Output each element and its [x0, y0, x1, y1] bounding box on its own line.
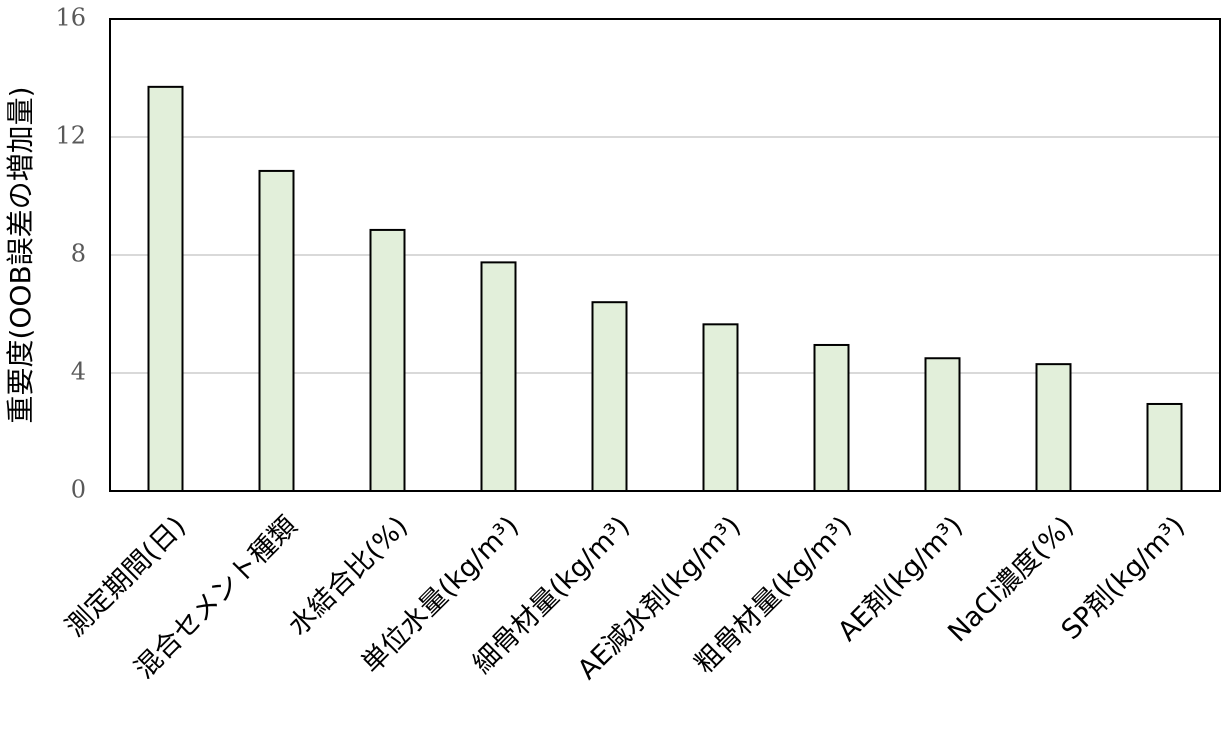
x-category-labels: 測定期間(日)混合セメント種類水結合比(%)単位水量(kg/m³)細骨材量(kg…: [60, 511, 1191, 686]
bar: [924, 357, 961, 492]
bar: [1146, 402, 1183, 493]
bar: [369, 228, 406, 493]
y-tick-labels: 0 4 8 12 16: [55, 4, 86, 504]
y-tick-label: 16: [55, 4, 86, 32]
bar: [258, 169, 295, 493]
bars: [147, 85, 1183, 493]
plot-area-frame: [109, 18, 1221, 492]
gridlines: [110, 136, 1220, 374]
y-tick-label: 12: [55, 122, 86, 150]
bar: [480, 261, 517, 492]
bar: [591, 301, 628, 493]
bar: [813, 343, 850, 492]
bar: [702, 323, 739, 493]
bar: [147, 85, 184, 492]
y-tick-label: 8: [71, 240, 86, 268]
y-tick-label: 0: [71, 476, 86, 504]
bar: [1035, 363, 1072, 492]
y-axis-title: 重要度(OOB誤差の増加量): [4, 86, 37, 423]
y-tick-label: 4: [71, 358, 86, 386]
